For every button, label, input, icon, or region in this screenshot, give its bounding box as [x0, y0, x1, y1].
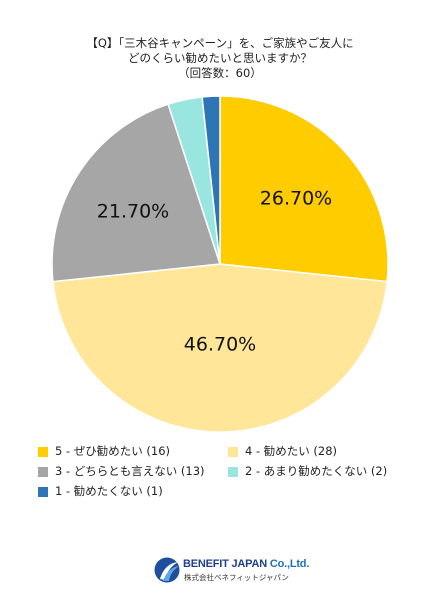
pie-label-5: 26.70%	[260, 188, 332, 210]
company-logo: BENEFIT JAPAN Co.,Ltd. 株式会社ベネフィットジャパン	[153, 553, 309, 587]
legend-swatch-2	[228, 466, 238, 477]
benefit-japan-logo-icon	[154, 557, 180, 583]
legend-swatch-5	[38, 446, 48, 457]
pie-slice-3	[51, 103, 221, 283]
legend-item-4: 4 - 勧めたい (28)	[228, 444, 337, 459]
legend-item-5: 5 - ぜひ勧めたい (16)	[38, 444, 170, 459]
pie-label-4: 46.70%	[184, 334, 256, 356]
logo-subtitle: 株式会社ベネフィットジャパン	[184, 573, 289, 582]
legend-item-3: 3 - どちらとも言えない (13)	[38, 464, 205, 479]
legend-label-2: 2 - あまり勧めたくない (2)	[245, 464, 388, 478]
pie-slice-1	[201, 95, 221, 265]
legend-label-4: 4 - 勧めたい (28)	[245, 444, 338, 458]
legend-swatch-4	[228, 446, 238, 457]
pie-slice-5	[219, 95, 389, 283]
legend-label-3: 3 - どちらとも言えない (13)	[55, 464, 205, 478]
pie-label-3: 21.70%	[97, 201, 169, 223]
legend-swatch-3	[38, 466, 48, 477]
chart-title: 【Q】「三木谷キャンペーン」を、ご家族やご友人に どのくらい勧めたいと思いますか…	[0, 36, 440, 81]
legend-item-2: 2 - あまり勧めたくない (2)	[228, 464, 387, 479]
logo-company-name: BENEFIT JAPAN Co.,Ltd.	[183, 558, 309, 570]
logo-name-part-1: BENEFIT JAPAN	[183, 558, 267, 570]
legend-label-1: 1 - 勧めたくない (1)	[55, 484, 163, 498]
legend-swatch-1	[38, 486, 48, 497]
title-line-1: 【Q】「三木谷キャンペーン」を、ご家族やご友人に	[86, 36, 354, 50]
title-line-3: （回答数：60）	[178, 66, 262, 80]
title-line-2: どのくらい勧めたいと思いますか？	[128, 51, 312, 65]
logo-name-part-2: Co.,Ltd.	[266, 558, 310, 570]
legend-label-5: 5 - ぜひ勧めたい (16)	[55, 444, 171, 458]
pie-slice-4	[52, 263, 388, 433]
legend-item-1: 1 - 勧めたくない (1)	[38, 484, 163, 499]
